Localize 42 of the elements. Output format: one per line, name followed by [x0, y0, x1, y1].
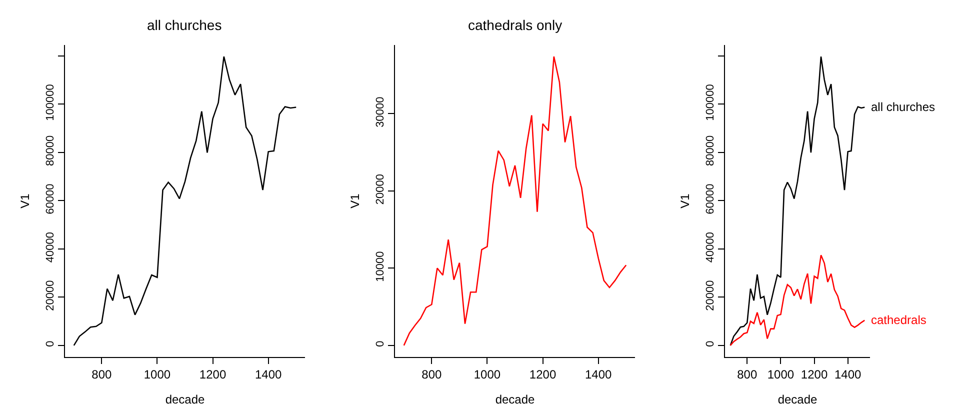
y-tick-label: 80000: [704, 135, 717, 166]
y-tick-label: 100000: [704, 84, 717, 121]
chart-title: all churches: [147, 17, 222, 33]
x-tick-label: 1000: [144, 367, 171, 382]
x-tick-label: 1400: [254, 367, 282, 382]
x-tick-label: 800: [92, 367, 112, 382]
x-axis-title: decade: [495, 392, 536, 406]
y-tick-label: 20000: [44, 280, 57, 311]
y-tick-label: 80000: [44, 135, 57, 166]
x-tick-label: 1400: [584, 367, 612, 382]
x-tick-label: 1200: [199, 367, 226, 382]
x-tick-label: 1000: [474, 367, 501, 382]
y-tick-label: 60000: [704, 184, 717, 214]
x-tick-label: 800: [422, 367, 442, 382]
x-tick-label: 1400: [834, 367, 862, 382]
x-axis-title: decade: [778, 392, 818, 406]
y-tick-label: 0: [704, 340, 717, 347]
line-series: [73, 56, 297, 346]
y-tick-label: 30000: [374, 96, 387, 128]
y-tick-label: 40000: [44, 232, 57, 263]
y-tick-label: 20000: [704, 280, 717, 311]
y-tick-label: 20000: [374, 174, 387, 205]
y-tick-label: 100000: [44, 84, 57, 121]
x-tick-label: 1200: [800, 367, 828, 382]
x-tick-label: 1000: [767, 367, 794, 382]
y-tick-label: 40000: [704, 232, 717, 263]
y-axis-title: V1: [348, 193, 362, 208]
y-tick-label: 10000: [374, 251, 387, 282]
x-axis-title: decade: [165, 392, 206, 406]
y-axis-title: V1: [18, 193, 32, 208]
series-label: cathedrals: [871, 313, 926, 327]
y-axis-title: V1: [678, 193, 692, 208]
line-series: [730, 254, 866, 346]
series-label: all churches: [871, 100, 936, 114]
y-tick-label: 60000: [44, 184, 57, 214]
y-tick-label: 0: [374, 340, 387, 347]
y-tick-label: 0: [44, 340, 57, 347]
x-tick-label: 800: [737, 367, 758, 382]
chart-title: cathedrals only: [468, 17, 562, 33]
line-series: [403, 56, 627, 346]
x-tick-label: 1200: [529, 367, 556, 382]
line-series: [730, 56, 866, 346]
